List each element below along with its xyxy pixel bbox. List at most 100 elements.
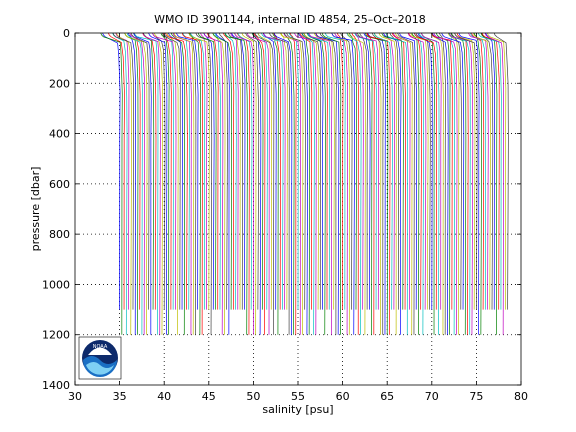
profile-line [394,32,413,335]
profile-line [273,32,293,335]
y-axis-label: pressure [dbar] [29,167,42,252]
x-tick-label: 35 [113,390,127,403]
profile-line [288,32,299,310]
profile-line [487,32,507,310]
profile-line [319,32,337,335]
x-tick-label: 55 [291,390,305,403]
profile-line [355,32,380,310]
profile-line [450,32,467,335]
x-tick-label: 50 [246,390,260,403]
profile-line [286,32,306,310]
axis-ticks: 30 35 40 45 50 55 60 65 70 75 80020040060080010001… [42,27,528,403]
profile-line [303,32,320,310]
profile-line [152,32,177,310]
y-tick-label: 1000 [42,278,70,291]
profile-line [430,32,444,335]
profile-line [470,32,487,310]
y-tick-label: 400 [49,128,70,141]
profile-line [410,32,429,310]
profile-line [399,32,418,310]
x-tick-label: 40 [157,390,171,403]
profile-line [163,32,174,310]
profile-line [389,32,400,310]
profile-line [289,32,297,335]
profile-line [468,32,489,310]
x-tick-label: 30 [68,390,82,403]
profile-line [253,32,266,335]
profile-line [331,32,355,335]
x-tick-label: 65 [380,390,394,403]
profile-line [161,32,181,310]
profile-line [127,32,137,335]
profile-line [280,32,288,310]
profile-line [417,32,433,310]
profile-line [261,32,284,310]
profile-line [197,32,217,310]
profile-line [493,32,509,310]
profile-line [435,32,451,335]
profile-line [272,32,279,335]
y-tick-label: 800 [49,228,70,241]
profile-line [133,32,152,335]
profile-line [190,32,206,310]
plot-area: 30 35 40 45 50 55 60 65 70 75 80020040060080010001… [42,27,528,403]
profile-line [224,32,237,310]
profile-line [143,32,155,310]
profile-line [130,32,150,310]
profile-line [294,32,317,335]
profile-line [313,32,335,310]
profile-line [408,32,422,310]
profile-line [108,32,125,310]
profile-line [363,32,371,310]
profile-line [102,32,121,310]
profile-line [176,32,199,310]
profile-line [354,32,377,310]
profile-line [112,32,134,310]
profile-line [438,32,446,335]
profile-line [153,32,163,335]
profile-line [473,32,482,335]
logo-wave-light [86,362,114,375]
profile-line [340,32,353,310]
profile-line [254,32,275,335]
profile-line [224,32,248,335]
profile-line [454,32,478,310]
profile-line [214,32,222,310]
profile-line [351,32,360,335]
y-tick-label: 600 [49,178,70,191]
profile-line [447,32,460,335]
profile-line [359,32,368,310]
profile-line [299,32,313,310]
profile-line [245,32,260,310]
profile-line [273,32,281,310]
profile-line [200,32,208,310]
profile-line [456,32,469,335]
profile-line [415,32,431,310]
profile-line [142,32,161,335]
profile-line [134,32,159,335]
profile-line [126,32,143,335]
profile-line [383,32,402,335]
y-tick-label: 200 [49,77,70,90]
profile-line [116,32,132,335]
profile-line [481,32,494,310]
profile-line [407,32,427,310]
profile-line [357,32,373,335]
profile-line [334,32,348,335]
profile-line [348,32,357,310]
profile-line [367,32,386,335]
profile-line [480,32,498,335]
profile-line [431,32,453,310]
profile-line [172,32,192,335]
profile-line [418,32,440,335]
profile-line [321,32,342,335]
y-tick-label: 0 [63,27,70,40]
profile-line [203,32,224,335]
profile-line [378,32,397,335]
profile-line [381,32,404,310]
profile-line [160,32,170,335]
logo-bird [88,347,112,355]
profile-line [420,32,442,310]
profile-line [168,32,183,310]
profile-line [124,32,148,335]
